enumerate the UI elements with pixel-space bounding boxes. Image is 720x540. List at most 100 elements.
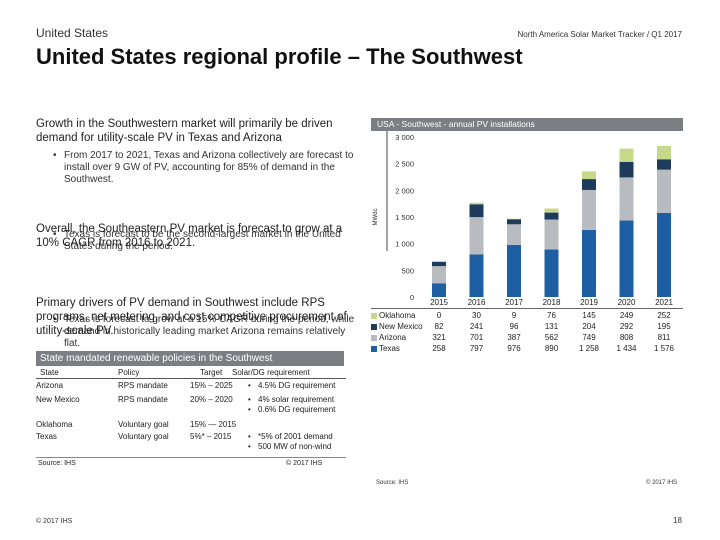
x-tick-label: 2015 bbox=[430, 298, 448, 307]
header-target: Target bbox=[200, 368, 223, 377]
bar-texas-2015 bbox=[432, 283, 446, 297]
bar-oklahoma-2020 bbox=[619, 148, 634, 162]
bar-texas-2021 bbox=[657, 212, 671, 297]
data-cell: 976 bbox=[507, 344, 521, 353]
y-tick-label: 3 000 bbox=[395, 133, 414, 142]
data-cell: 292 bbox=[619, 322, 634, 331]
bullet-item: • Texas is forecast to be the second-larg… bbox=[53, 229, 341, 252]
bar-new-mexico-2021 bbox=[657, 159, 671, 170]
bar-oklahoma-2016 bbox=[469, 202, 484, 205]
legend-swatch bbox=[371, 345, 377, 352]
data-cell: 1 434 bbox=[616, 344, 637, 353]
data-cell: 204 bbox=[582, 322, 596, 331]
section-label: United States bbox=[36, 26, 109, 40]
x-tick-label: 2018 bbox=[542, 298, 561, 307]
header-policy: Policy bbox=[118, 368, 140, 377]
footer-copyright: © 2017 IHS bbox=[36, 518, 73, 525]
bar-texas-2019 bbox=[582, 229, 596, 297]
data-cell: 82 bbox=[434, 322, 444, 331]
y-tick-label: 1 000 bbox=[395, 240, 414, 249]
bar-new-mexico-2018 bbox=[544, 212, 559, 220]
bar-arizona-2018 bbox=[544, 219, 559, 250]
bullet-item: • Texas is forecast to grow at a 15% CAGR… bbox=[53, 314, 355, 349]
y-axis-label: MWdc bbox=[373, 209, 379, 226]
y-tick-label: 500 bbox=[401, 266, 414, 275]
legend-entry: Arizona bbox=[371, 333, 406, 342]
bar-oklahoma-2021 bbox=[657, 145, 671, 160]
data-cell: 195 bbox=[657, 322, 671, 331]
legend-entry: New Mexico bbox=[371, 322, 423, 331]
drivers-paragraph: Primary drivers of PV demand in Southwes… bbox=[36, 297, 347, 337]
y-tick-label: 1 500 bbox=[395, 213, 414, 222]
y-tick-label: 2 000 bbox=[395, 186, 414, 195]
table-divider bbox=[371, 308, 683, 309]
legend-swatch bbox=[371, 312, 377, 319]
bar-new-mexico-2020 bbox=[619, 161, 634, 178]
bar-new-mexico-2016 bbox=[469, 204, 484, 218]
data-cell: 9 bbox=[511, 311, 517, 320]
bullet-item: • From 2017 to 2021, Texas and Arizona co… bbox=[53, 150, 354, 185]
bar-texas-2020 bbox=[619, 220, 634, 297]
bar-arizona-2017 bbox=[507, 224, 521, 245]
legend-label: New Mexico bbox=[379, 322, 423, 331]
x-tick-label: 2016 bbox=[467, 298, 486, 307]
data-cell: 76 bbox=[547, 311, 556, 320]
bar-texas-2018 bbox=[544, 249, 559, 297]
data-cell: 131 bbox=[544, 322, 559, 331]
legend-entry: Oklahoma bbox=[371, 311, 415, 320]
data-cell: 145 bbox=[582, 311, 596, 320]
bar-texas-2016 bbox=[469, 254, 484, 297]
data-cell: 241 bbox=[469, 322, 484, 331]
data-cell: 797 bbox=[469, 344, 484, 353]
bar-oklahoma-2019 bbox=[582, 171, 596, 180]
bar-arizona-2016 bbox=[469, 217, 484, 255]
data-cell: 96 bbox=[509, 322, 519, 331]
legend-swatch bbox=[371, 323, 377, 330]
y-tick-label: 2 500 bbox=[395, 160, 414, 169]
legend-label: Texas bbox=[379, 344, 400, 353]
chart-title: USA - Southwest - annual PV installation… bbox=[371, 118, 683, 131]
y-tick-label: 0 bbox=[410, 293, 414, 302]
data-cell: 321 bbox=[432, 333, 446, 342]
data-cell: 1 258 bbox=[578, 344, 600, 353]
bar-arizona-2020 bbox=[619, 177, 634, 221]
data-cell: 249 bbox=[619, 311, 634, 320]
legend-label: Oklahoma bbox=[379, 311, 416, 320]
page-number: 18 bbox=[673, 516, 682, 525]
report-label: North America Solar Market Tracker / Q1 … bbox=[517, 30, 682, 39]
data-cell: 811 bbox=[657, 333, 671, 342]
chart-source: Source: IHS bbox=[376, 480, 409, 486]
x-tick-label: 2021 bbox=[655, 298, 673, 307]
bar-arizona-2015 bbox=[432, 266, 446, 284]
legend-entry: Texas bbox=[371, 344, 400, 353]
data-cell: 387 bbox=[507, 333, 521, 342]
stacked-bar-chart: 0 500 1 000 1 500 2 000 2 500 3 000 MWdc bbox=[373, 131, 671, 302]
bar-new-mexico-2015 bbox=[432, 261, 446, 267]
legend-swatch bbox=[371, 334, 377, 341]
policies-copyright: © 2017 IHS bbox=[286, 460, 323, 467]
header-state: State bbox=[40, 368, 59, 377]
bar-texas-2017 bbox=[507, 244, 521, 297]
data-cell: 562 bbox=[544, 333, 559, 342]
data-cell: 701 bbox=[469, 333, 484, 342]
data-cell: 258 bbox=[432, 344, 446, 353]
page-title: United States regional profile – The Sou… bbox=[36, 44, 523, 69]
cagr-paragraph: Overall, the Southeastern PV market is f… bbox=[36, 223, 343, 249]
bar-arizona-2021 bbox=[657, 169, 671, 213]
header-requirement: Solar/DG requirement bbox=[232, 368, 310, 377]
bar-new-mexico-2017 bbox=[507, 219, 521, 225]
bar-oklahoma-2018 bbox=[544, 208, 559, 213]
intro-paragraph: Growth in the Southwestern market will p… bbox=[36, 118, 333, 144]
policies-table-title: State mandated renewable policies in the… bbox=[36, 351, 344, 366]
bar-arizona-2019 bbox=[582, 189, 596, 230]
data-cell: 252 bbox=[657, 311, 671, 320]
x-tick-label: 2020 bbox=[617, 298, 636, 307]
bar-oklahoma-2017 bbox=[507, 218, 521, 220]
data-cell: 749 bbox=[582, 333, 596, 342]
data-cell: 1 576 bbox=[653, 344, 675, 353]
data-cell: 808 bbox=[619, 333, 634, 342]
x-tick-label: 2017 bbox=[505, 298, 523, 307]
data-cell: 890 bbox=[544, 344, 559, 353]
x-tick-label: 2019 bbox=[580, 298, 598, 307]
bar-new-mexico-2019 bbox=[582, 179, 596, 190]
